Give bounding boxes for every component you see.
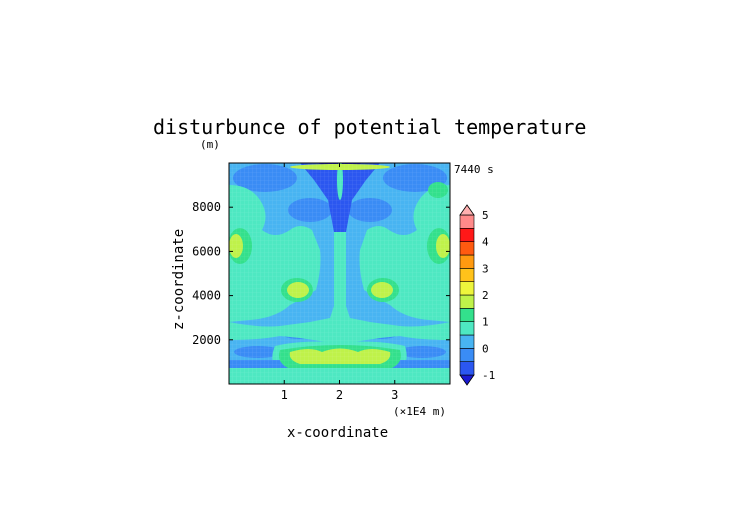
colorbar-band (459, 361, 475, 376)
colorbar-band (459, 214, 475, 229)
colorbar-band (459, 348, 475, 362)
colorbar-band (459, 294, 475, 309)
x-tick-label: 3 (391, 388, 398, 402)
y-tick-label: 2000 (192, 333, 221, 347)
x-tick-label: 1 (281, 388, 288, 402)
y-unit-label: (m) (200, 138, 220, 151)
x-tick-label: 2 (336, 388, 343, 402)
colorbar-band (459, 281, 475, 296)
axis-ticks: 1 2 3 2000 4000 6000 8000 (192, 163, 450, 402)
colorbar-band (459, 241, 475, 256)
x-scale-note: (×1E4 m) (393, 405, 446, 418)
colorbar: -1 0 1 2 3 4 5 (459, 204, 495, 386)
time-label: 7440 s (454, 163, 494, 176)
y-tick-label: 4000 (192, 289, 221, 303)
contour-field (229, 163, 450, 384)
colorbar-band (459, 334, 475, 349)
colorbar-label: 1 (482, 316, 489, 329)
y-axis-label: z-coordinate (171, 229, 187, 330)
colorbar-low-arrow (459, 374, 475, 386)
colorbar-label: 3 (482, 262, 489, 275)
chart-title: disturbunce of potential temperature (153, 115, 586, 139)
colorbar-label: 2 (482, 289, 489, 302)
colorbar-label: 4 (482, 236, 489, 249)
colorbar-label: 0 (482, 342, 489, 355)
y-tick-label: 8000 (192, 200, 221, 214)
y-tick-label: 6000 (192, 244, 221, 258)
colorbar-high-arrow (459, 204, 475, 216)
x-axis-label: x-coordinate (287, 425, 388, 441)
colorbar-band (459, 321, 475, 336)
colorbar-band (459, 228, 475, 242)
colorbar-band (459, 308, 475, 322)
colorbar-band (459, 254, 475, 269)
colorbar-label: -1 (482, 369, 495, 382)
colorbar-band (459, 268, 475, 282)
colorbar-label: 5 (482, 209, 489, 222)
mesh-overlay (229, 163, 450, 384)
